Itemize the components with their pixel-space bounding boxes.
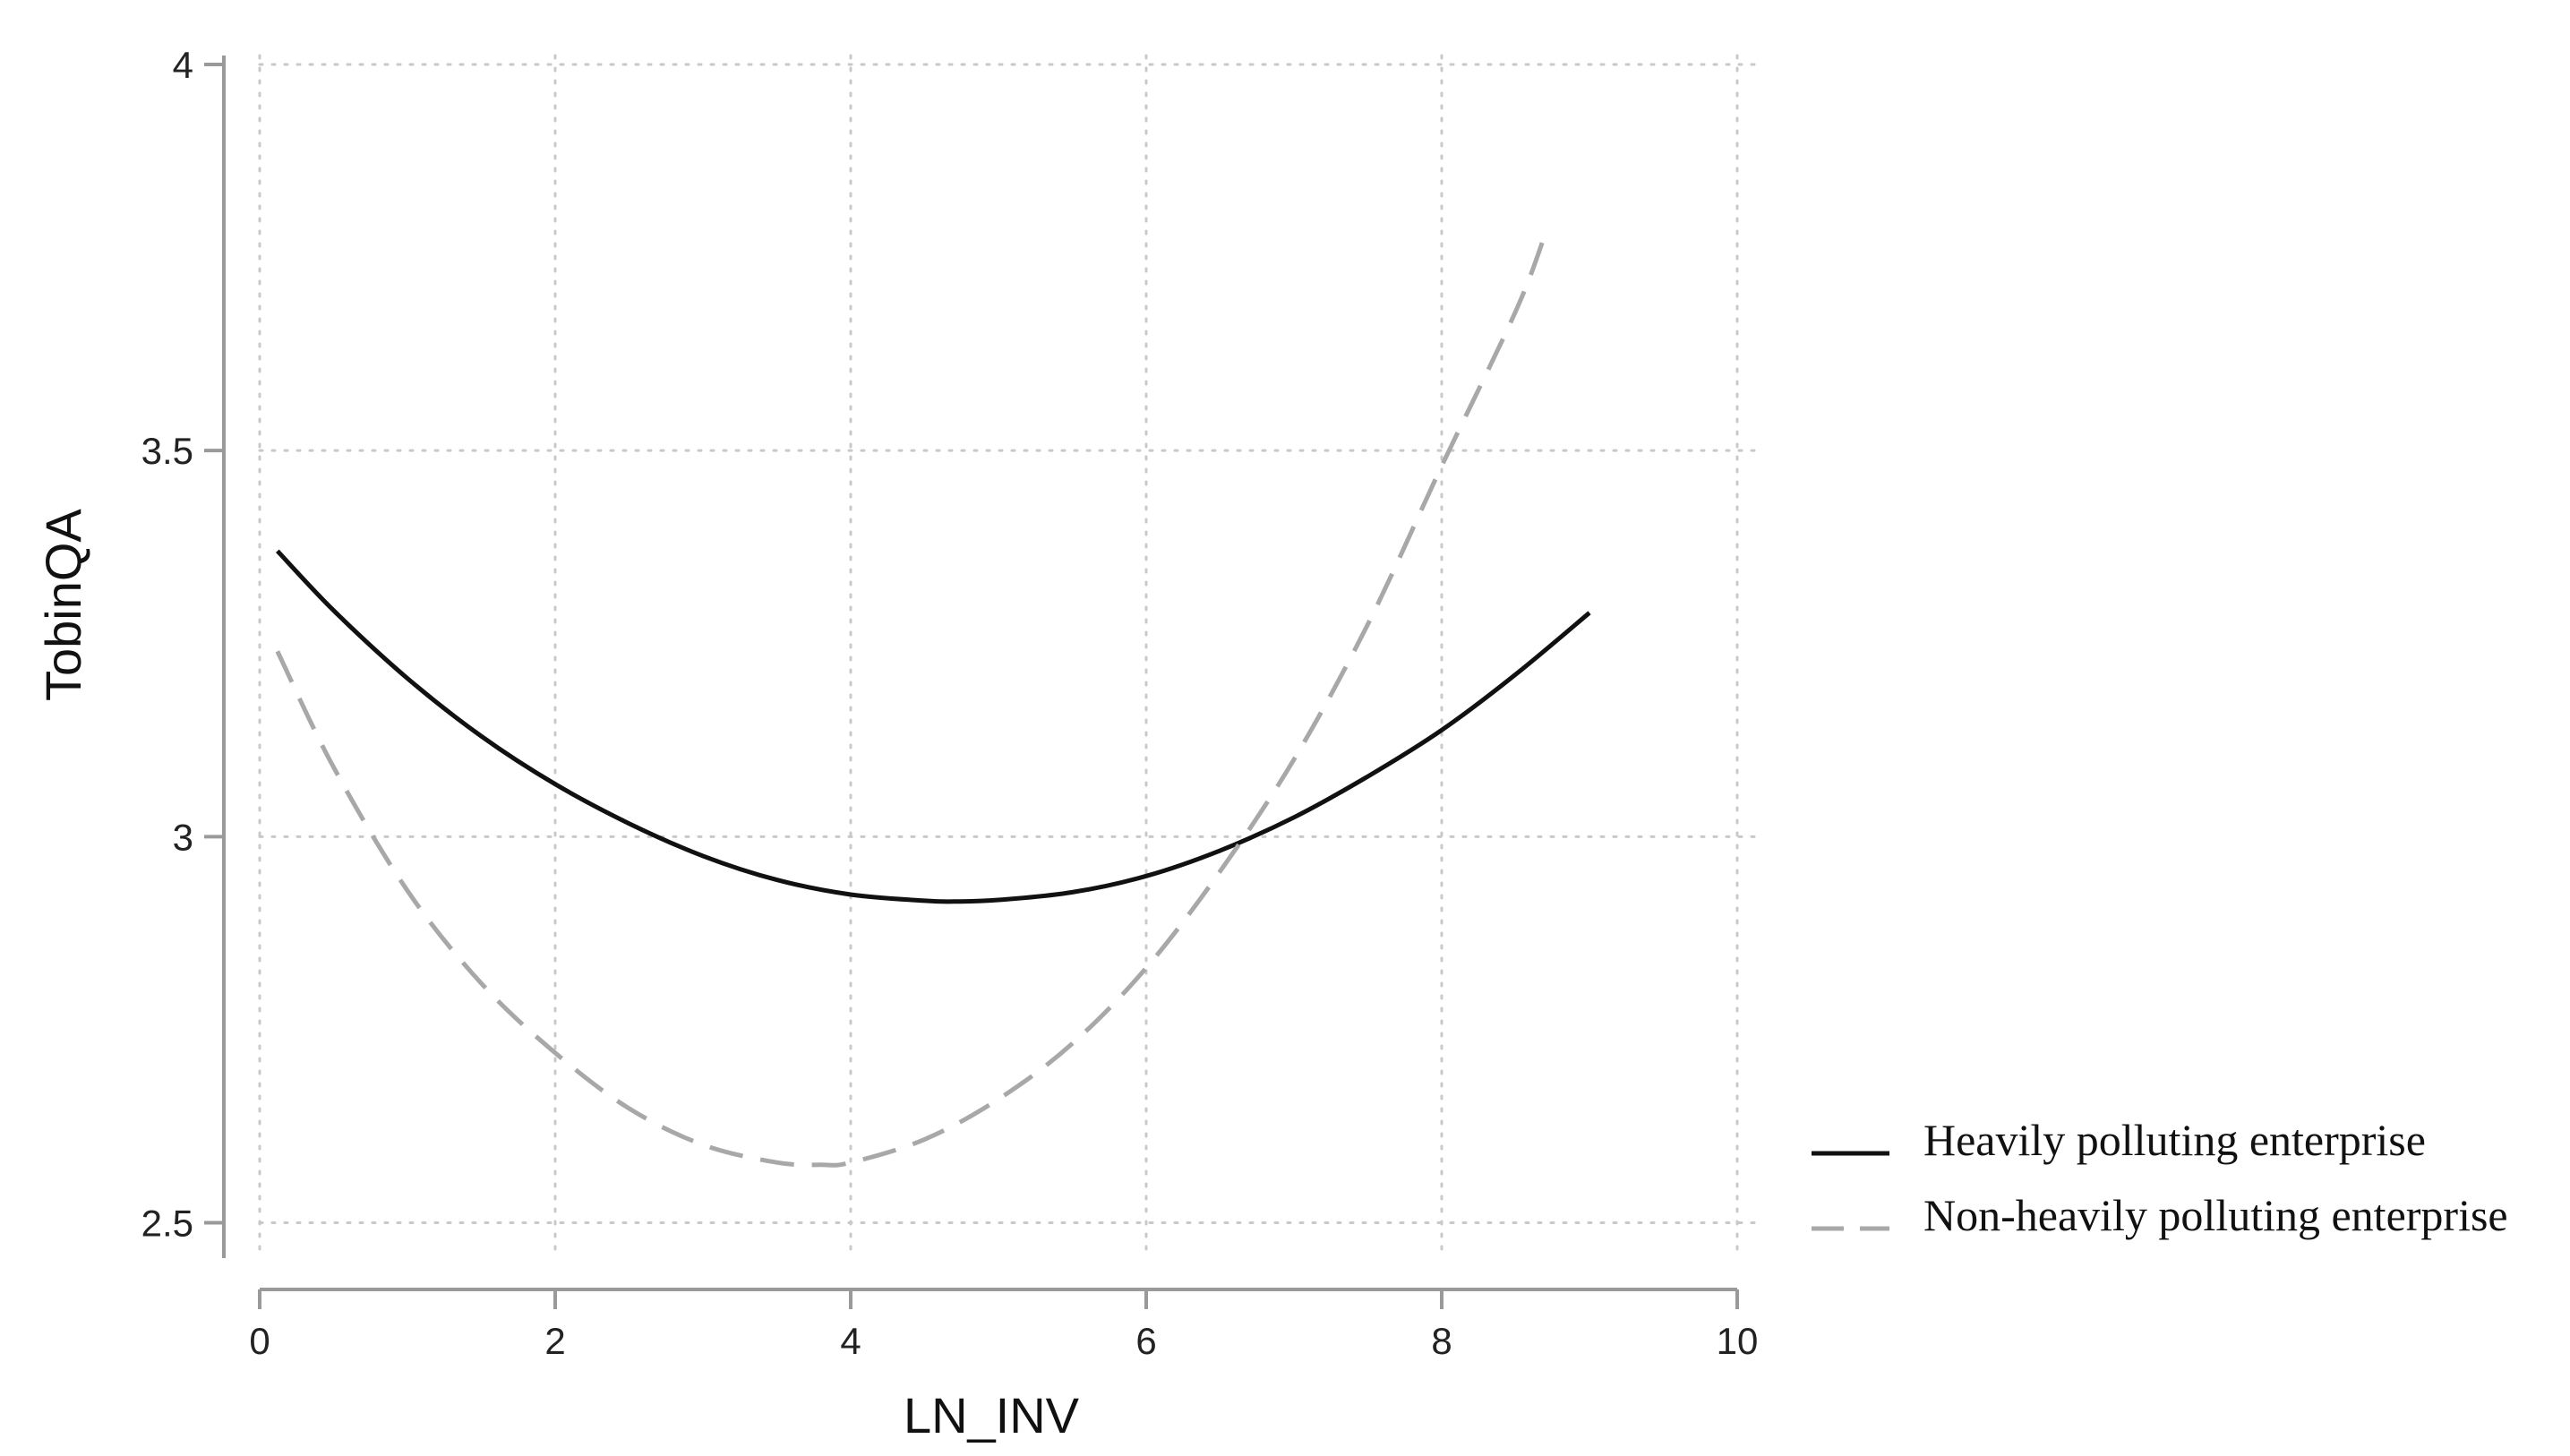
y-tick-label: 4	[173, 44, 193, 86]
y-tick-label: 3.5	[141, 430, 193, 472]
axes: 0 2 4 6 8 10 2.5 3 3.5 4 LN_INV TobinQA	[35, 44, 1758, 1443]
x-tick-label: 0	[249, 1320, 270, 1362]
x-axis-label: LN_INV	[904, 1387, 1080, 1443]
x-tick-label: 8	[1431, 1320, 1452, 1362]
legend: Heavily polluting enterprise Non-heavily …	[1812, 1115, 2508, 1240]
y-tick-label: 2.5	[141, 1203, 193, 1245]
grid	[258, 54, 1761, 1260]
y-axis-label: TobinQA	[35, 509, 91, 701]
series-line-heavily-polluting	[275, 549, 1591, 904]
x-tick-label: 6	[1135, 1320, 1156, 1362]
legend-label: Non-heavily polluting enterprise	[1923, 1190, 2508, 1240]
series-line-non-heavily-polluting	[275, 233, 1547, 1168]
x-tick-label: 2	[544, 1320, 565, 1362]
x-tick-label: 4	[840, 1320, 861, 1362]
legend-label: Heavily polluting enterprise	[1923, 1115, 2426, 1165]
x-tick-label: 10	[1717, 1320, 1759, 1362]
series-layer	[275, 233, 1591, 1168]
y-tick-label: 3	[173, 816, 193, 858]
